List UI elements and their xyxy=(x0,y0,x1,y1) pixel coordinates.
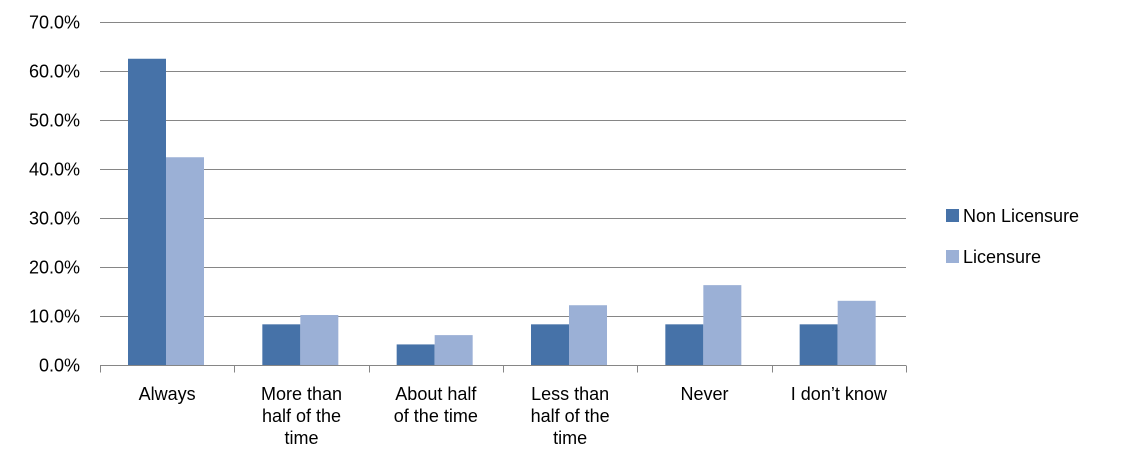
x-tick-label: About half of the time xyxy=(394,384,478,426)
y-axis-tick-labels: 0.0% 10.0% 20.0% 30.0% 40.0% 50.0% 60.0% 70.0% xyxy=(29,13,80,376)
x-tick-label: Always xyxy=(139,384,196,404)
bar-non-licensure xyxy=(531,324,569,365)
legend-swatch xyxy=(946,250,959,263)
legend: Non Licensure Licensure xyxy=(946,206,1079,267)
x-tick-label-line: half of the xyxy=(262,406,341,426)
x-tick-label-line: About half xyxy=(395,384,477,404)
gridlines xyxy=(100,22,906,317)
x-tick-label-line: Never xyxy=(680,384,728,404)
bar-non-licensure xyxy=(799,324,838,365)
bars xyxy=(128,58,876,365)
y-tick-label: 70.0% xyxy=(29,13,80,33)
x-tick-label: I don’t know xyxy=(791,384,888,404)
x-tick-label-line: half of the xyxy=(531,406,610,426)
bar-non-licensure xyxy=(262,324,301,365)
y-tick-label: 60.0% xyxy=(29,62,80,82)
y-tick-label: 50.0% xyxy=(29,111,80,131)
x-tick-label-line: time xyxy=(553,428,587,448)
bar-licensure xyxy=(300,315,339,365)
bar-non-licensure xyxy=(665,324,704,365)
x-tick-label-line: More than xyxy=(261,384,342,404)
x-tick-label: Never xyxy=(680,384,728,404)
bar-licensure xyxy=(703,285,742,365)
bar-licensure xyxy=(569,305,607,365)
x-tick-label-line: I don’t know xyxy=(791,384,888,404)
y-tick-label: 40.0% xyxy=(29,160,80,180)
bar-licensure xyxy=(166,157,204,365)
x-tick-label-line: time xyxy=(284,428,318,448)
bar-non-licensure xyxy=(396,344,435,365)
x-tick-label: More than half of the time xyxy=(261,384,342,448)
bar-licensure xyxy=(837,300,876,365)
x-axis xyxy=(100,365,907,373)
y-tick-label: 0.0% xyxy=(39,356,80,376)
bar-licensure xyxy=(434,335,473,365)
x-tick-label: Less than half of the time xyxy=(531,384,610,448)
x-tick-label-line: Less than xyxy=(531,384,609,404)
y-tick-label: 20.0% xyxy=(29,258,80,278)
legend-swatch xyxy=(946,209,959,222)
y-tick-label: 30.0% xyxy=(29,209,80,229)
bar-non-licensure xyxy=(128,58,166,365)
x-tick-label-line: Always xyxy=(139,384,196,404)
x-tick-label-line: of the time xyxy=(394,406,478,426)
y-tick-label: 10.0% xyxy=(29,307,80,327)
legend-label: Licensure xyxy=(963,247,1041,267)
legend-label: Non Licensure xyxy=(963,206,1079,226)
